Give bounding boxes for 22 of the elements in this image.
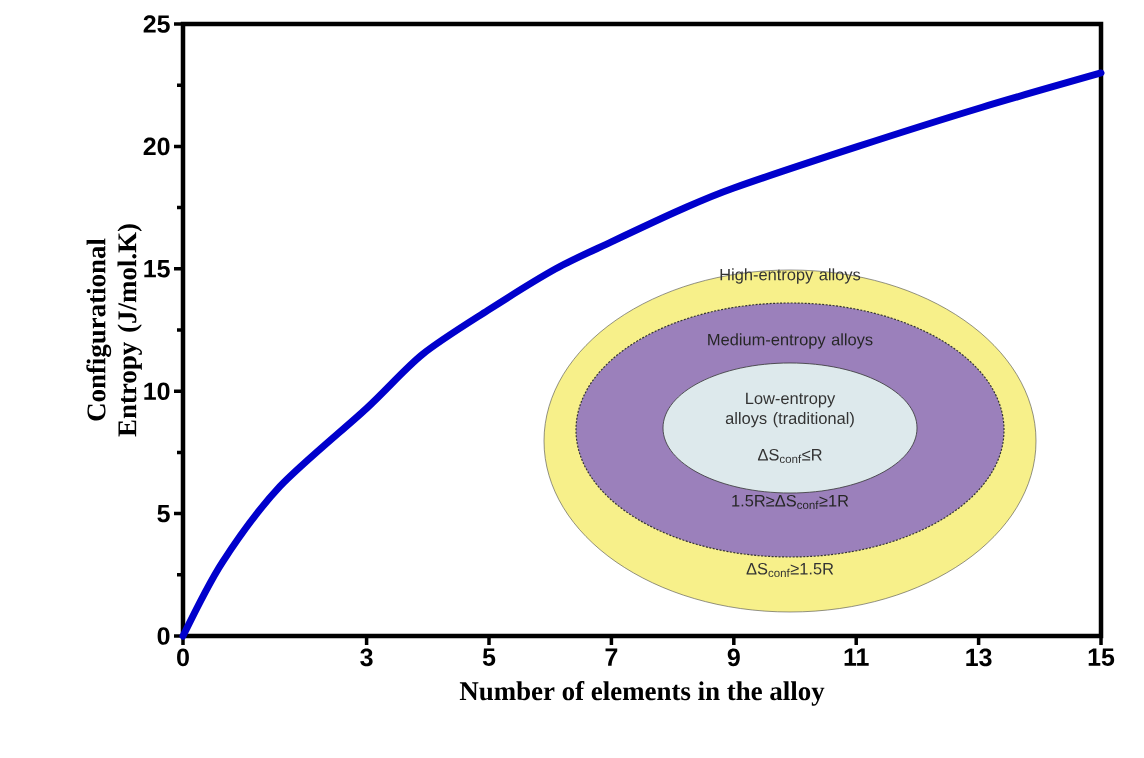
annotation: ΔS$_{conf}$≤R <box>757 448 822 464</box>
x-tick-label: 13 <box>966 648 992 667</box>
y-tick-label: 15 <box>144 260 170 278</box>
y-axis-title: Configurational Entropy (J/mol.K) <box>86 224 142 437</box>
y-tick-label: 10 <box>144 382 170 401</box>
x-tick-label: 3 <box>360 648 373 667</box>
x-tick-label: 5 <box>482 648 496 666</box>
annotation: 1.5R≥ΔS$_{conf}$≥1R <box>732 494 849 510</box>
x-tick-label: 7 <box>605 648 618 666</box>
x-tick-label: 0 <box>177 648 189 667</box>
y-tick-label: 25 <box>143 15 170 33</box>
x-tick-label: 15 <box>1088 648 1115 666</box>
y-tick-label: 0 <box>157 627 170 645</box>
annotation: Low-entropy alloys (traditional) <box>725 392 854 428</box>
x-axis-title: Number of elements in the alloy <box>459 681 825 706</box>
annotation: High-entropy alloys <box>720 268 861 284</box>
y-tick-label: 20 <box>143 137 170 156</box>
x-tick-label: 9 <box>727 648 740 667</box>
annotation: Medium-entropy alloys <box>708 333 873 349</box>
y-tick-label: 5 <box>157 504 170 523</box>
annotation: ΔS$_{conf}$≥1.5R <box>746 562 834 578</box>
x-tick-label: 11 <box>844 648 869 666</box>
